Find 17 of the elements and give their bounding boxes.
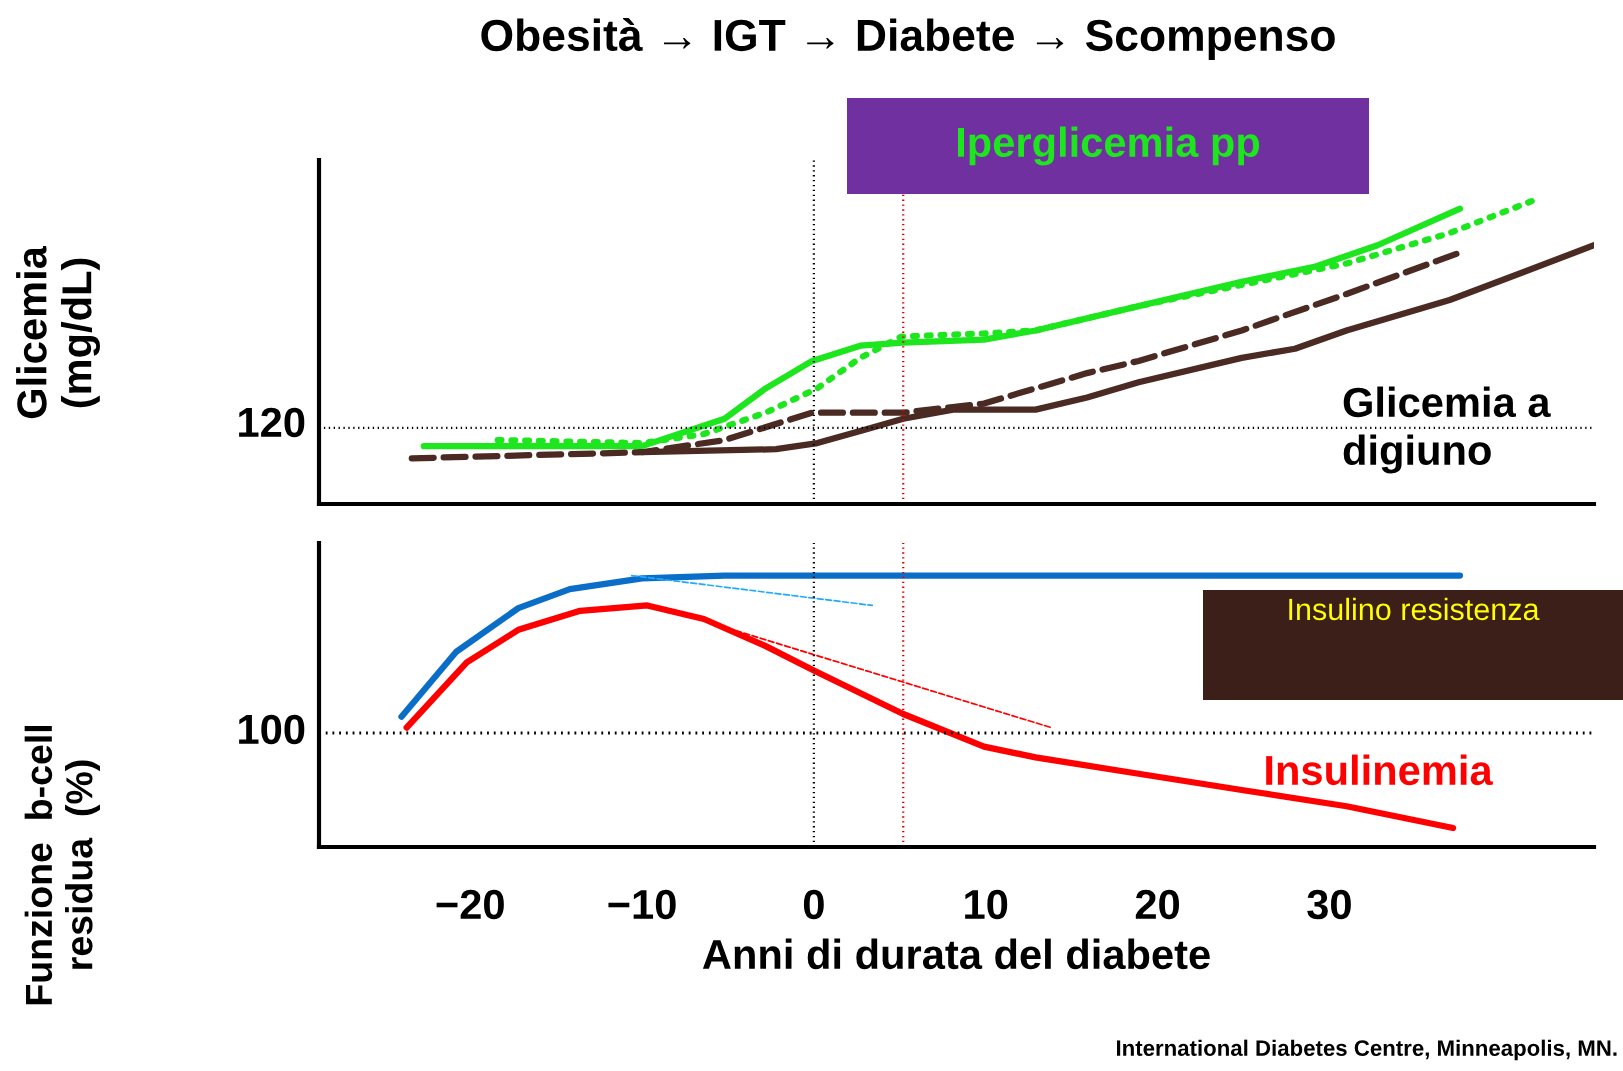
y-axis-title: Funzione b-cell residua (%)	[24, 725, 100, 1005]
text: Iperglicemia pp	[957, 126, 1260, 166]
x-tick-label: −20	[436, 889, 504, 920]
text: Obesità → IGT → Diabete → Scompenso	[481, 18, 1335, 60]
y-axis-title: Glicemia (mg/dL)	[16, 245, 100, 419]
annotation: Insulinemia	[1266, 754, 1493, 786]
x-tick-label: 0	[803, 889, 824, 920]
x-axis-title: Anni di durata del diabete	[702, 938, 1210, 970]
annotation: Insulino resistenza	[1289, 597, 1540, 621]
x-tick-label: 10	[965, 889, 1008, 920]
x-tick-label: 30	[1307, 889, 1351, 920]
annotation: Glicemia a digiuno	[1343, 386, 1551, 474]
text: International Diabetes Centre, Minneapolis, MN.	[1116, 1039, 1617, 1061]
text: 100	[239, 714, 305, 745]
text: 120	[239, 407, 305, 438]
x-tick-label: −10	[608, 889, 676, 920]
x-tick-label: 20	[1135, 889, 1180, 920]
